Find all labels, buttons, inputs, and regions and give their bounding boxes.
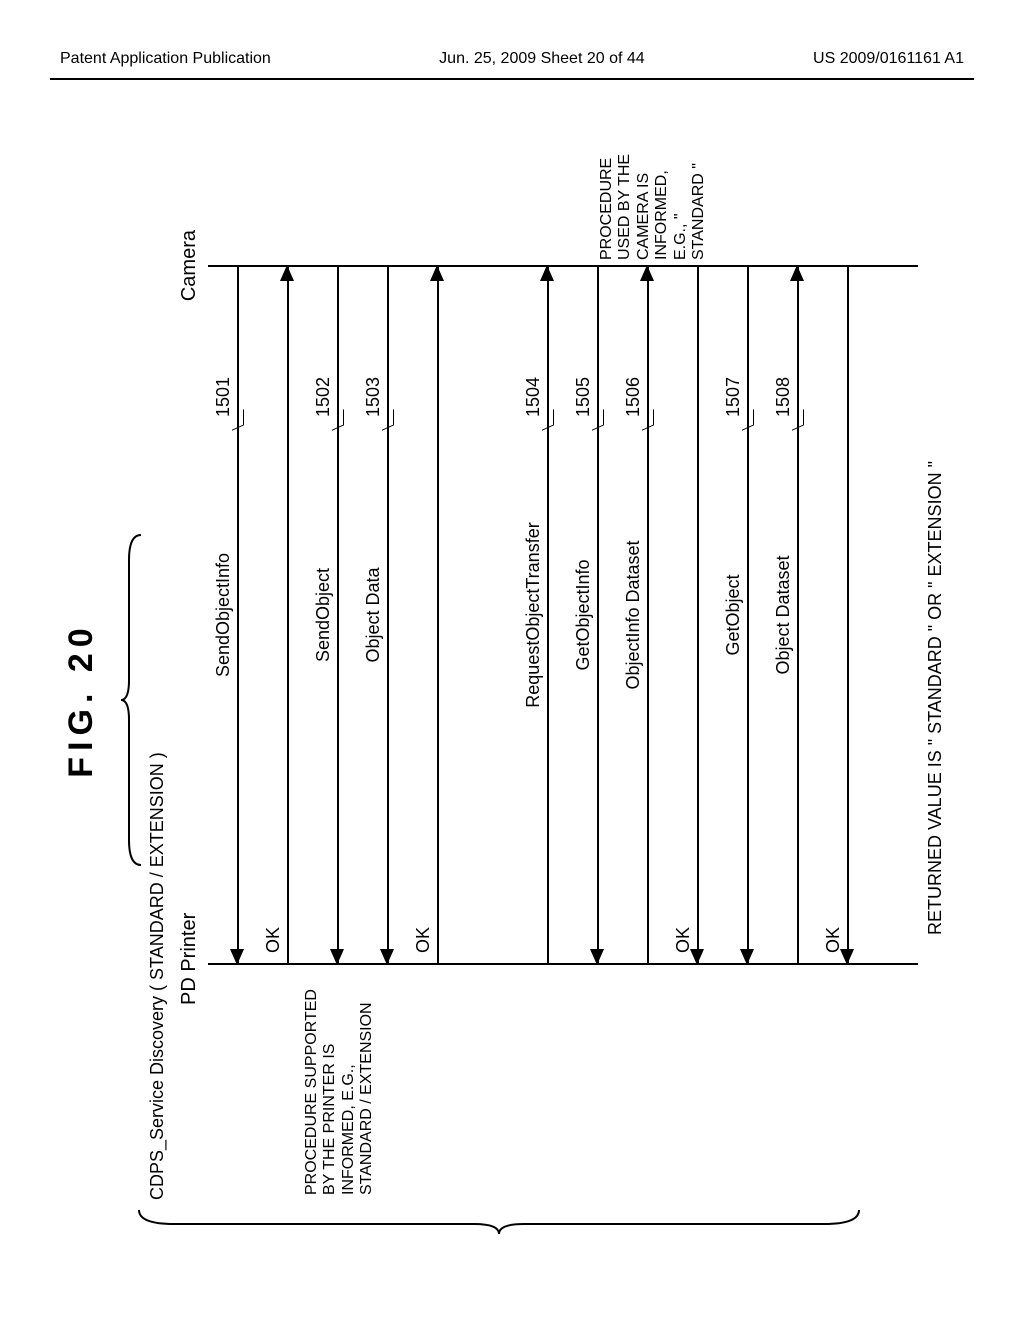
message-row: OK xyxy=(413,267,453,963)
arrow-right-icon xyxy=(790,265,804,281)
note-printer: PROCEDURE SUPPORTED BY THE PRINTER IS IN… xyxy=(303,975,377,1195)
header-rule xyxy=(50,78,974,80)
header-middle: Jun. 25, 2009 Sheet 20 of 44 xyxy=(439,50,645,68)
arrow-left-icon xyxy=(740,949,754,965)
message-label: ObjectInfo Dataset xyxy=(623,540,644,689)
endpoint-right: Camera xyxy=(178,230,201,301)
reference-number: 1508 xyxy=(773,377,794,417)
message-label: OK xyxy=(413,927,434,953)
message-row: Object Dataset 1508 xyxy=(773,267,813,963)
message-row: OK xyxy=(263,267,303,963)
figure-subtitle: CDPS_Service Discovery ( STANDARD / EXTE… xyxy=(147,150,168,1200)
brace-left-icon xyxy=(134,1208,864,1234)
message-row: Object Data 1503 xyxy=(363,267,403,963)
header-right: US 2009/0161161 A1 xyxy=(813,50,964,68)
message-row: ObjectInfo Dataset 1506 xyxy=(623,267,663,963)
lifeline-printer xyxy=(208,963,918,965)
message-row: RequestObjectTransfer 1504 xyxy=(523,267,563,963)
message-label: SendObjectInfo xyxy=(213,553,234,677)
page-header: Patent Application Publication Jun. 25, … xyxy=(0,50,1024,68)
arrow-line xyxy=(647,267,649,963)
message-label: RequestObjectTransfer xyxy=(523,522,544,707)
message-row: GetObjectInfo 1505 xyxy=(573,267,613,963)
arrow-left-icon xyxy=(230,949,244,965)
arrow-left-icon xyxy=(690,949,704,965)
reference-number: 1507 xyxy=(723,377,744,417)
reference-number: 1506 xyxy=(623,377,644,417)
reference-number: 1501 xyxy=(213,377,234,417)
arrow-left-icon xyxy=(330,949,344,965)
arrow-line xyxy=(387,267,389,963)
reference-number: 1503 xyxy=(363,377,384,417)
endpoint-left: PD Printer xyxy=(178,913,201,1005)
reference-number: 1504 xyxy=(523,377,544,417)
message-label: Object Dataset xyxy=(773,555,794,674)
figure-container: FIG. 20 CDPS_Service Discovery ( STANDAR… xyxy=(62,150,962,1250)
message-row: SendObject 1502 xyxy=(313,267,353,963)
reference-number: 1505 xyxy=(573,377,594,417)
arrow-left-icon xyxy=(840,949,854,965)
arrow-line xyxy=(847,267,849,963)
arrow-line xyxy=(697,267,699,963)
message-row: OK xyxy=(823,267,863,963)
arrow-line xyxy=(747,267,749,963)
arrow-line xyxy=(337,267,339,963)
sequence-diagram: PD Printer Camera SendObjectInfo 1501 OK Se… xyxy=(178,170,958,1195)
footer-note: RETURNED VALUE IS " STANDARD " OR " EXTE… xyxy=(925,461,946,935)
arrow-line xyxy=(237,267,239,963)
message-label: Object Data xyxy=(363,567,384,662)
arrow-line xyxy=(287,267,289,963)
arrow-right-icon xyxy=(640,265,654,281)
message-label: SendObject xyxy=(313,568,334,662)
message-label: GetObject xyxy=(723,574,744,655)
message-label: OK xyxy=(263,927,284,953)
message-row: SendObjectInfo 1501 xyxy=(213,267,253,963)
arrow-line xyxy=(547,267,549,963)
arrow-line xyxy=(797,267,799,963)
note-camera: PROCEDURE USED BY THE CAMERA IS INFORMED… xyxy=(598,135,708,260)
message-row: GetObject 1507 xyxy=(723,267,763,963)
figure-title: FIG. 20 xyxy=(62,150,101,1250)
arrow-line xyxy=(597,267,599,963)
reference-number: 1502 xyxy=(313,377,334,417)
message-row: OK xyxy=(673,267,713,963)
arrow-left-icon xyxy=(590,949,604,965)
message-label: GetObjectInfo xyxy=(573,559,594,670)
brace-top-icon xyxy=(121,530,143,870)
header-left: Patent Application Publication xyxy=(60,50,271,68)
arrow-line xyxy=(437,267,439,963)
arrow-right-icon xyxy=(540,265,554,281)
arrow-right-icon xyxy=(430,265,444,281)
arrow-right-icon xyxy=(280,265,294,281)
arrow-left-icon xyxy=(380,949,394,965)
